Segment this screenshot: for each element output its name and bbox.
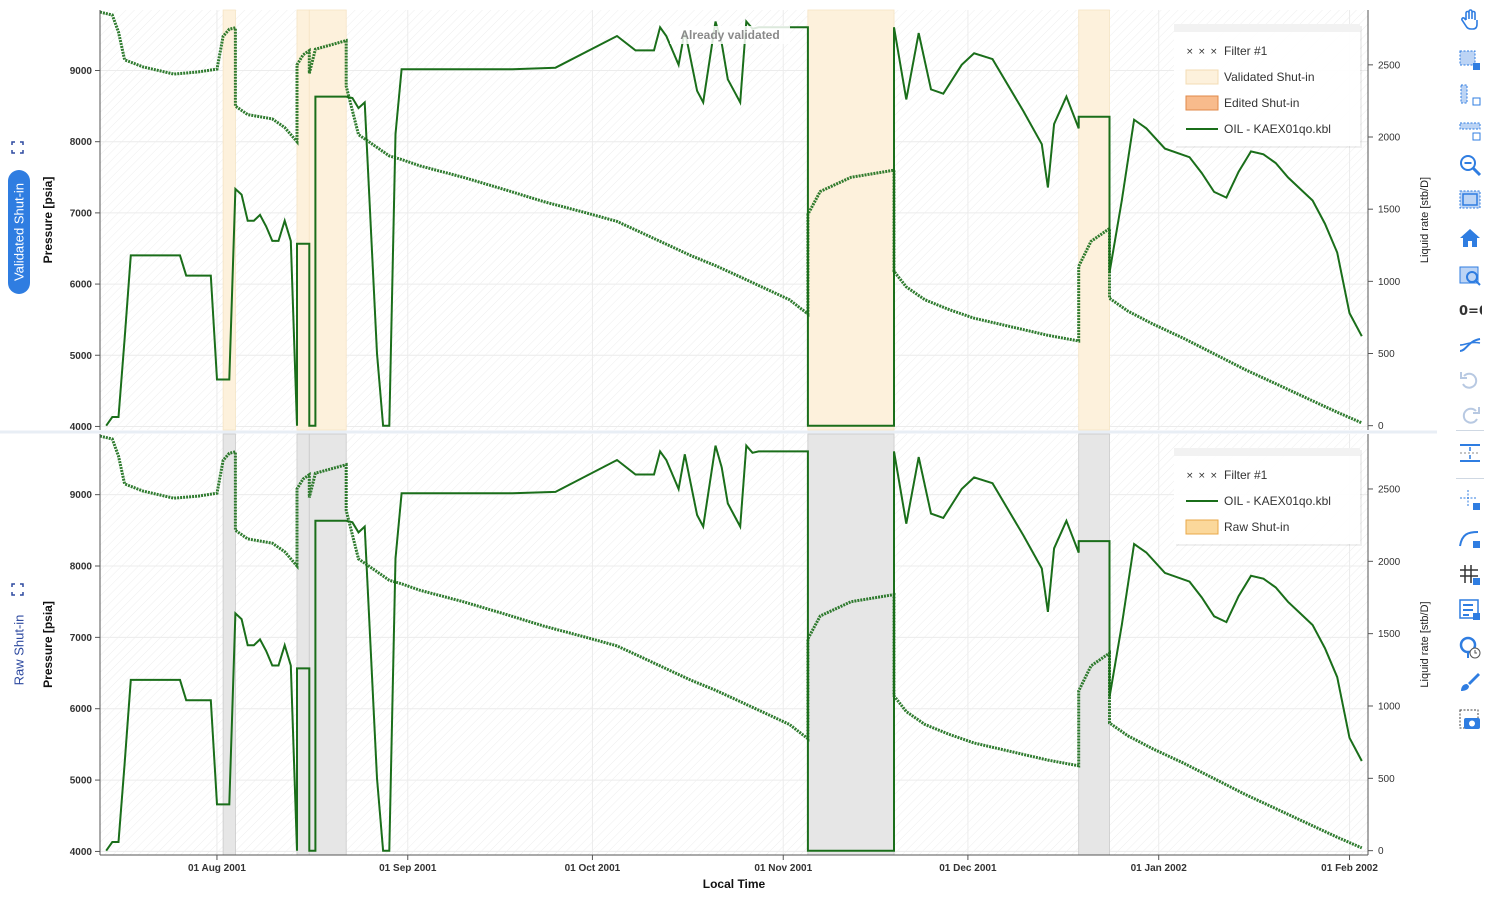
tab-validated-shut-in[interactable]: Validated Shut-in [8, 170, 30, 294]
legend-label: OIL - KAEX01qo.kbl [1224, 122, 1331, 136]
undo-icon[interactable] [1458, 368, 1482, 392]
y-tick-label: 6000 [70, 704, 93, 715]
home-icon[interactable] [1458, 226, 1482, 250]
y2-tick-label: 1500 [1378, 629, 1401, 640]
legend-patch-marker [1185, 519, 1219, 535]
link-axes-icon[interactable]: 0=0 [1458, 298, 1487, 322]
tab-validated-shut-in-label: Validated Shut-in [11, 182, 27, 282]
tab-raw-shut-in[interactable]: Raw Shut-in [8, 600, 30, 700]
x-tick-label: 01 Nov 2001 [754, 863, 812, 874]
y-tick-label: 5000 [70, 776, 93, 787]
legend-label: Filter #1 [1224, 44, 1268, 58]
y-tick-label: 4000 [70, 422, 93, 433]
camera-icon[interactable] [1458, 708, 1482, 732]
shut-in-region[interactable] [1078, 9, 1110, 431]
y2-tick-label: 1000 [1378, 277, 1401, 288]
x-tick-label: 01 Oct 2001 [565, 863, 621, 874]
y2-tick-label: 2000 [1378, 557, 1401, 568]
legend-cross-marker: × [1198, 47, 1206, 57]
curve-edit-icon[interactable] [1458, 526, 1482, 550]
y2-tick-label: 500 [1378, 349, 1395, 360]
y2-tick-label: 1000 [1378, 701, 1401, 712]
zoom-icon[interactable] [1458, 153, 1482, 177]
legend-cross-marker: × [1186, 47, 1194, 57]
time-marker-icon[interactable] [1458, 636, 1482, 660]
validated-shut-in-panel: 4000 5000 6000 7000 8000 9000 0 500 1000 1500 2000… [41, 9, 1431, 433]
x-tick-label: 01 Dec 2001 [939, 863, 997, 874]
y-tick-label: 6000 [70, 280, 93, 291]
shut-in-region[interactable] [296, 9, 310, 431]
x-axis-label: Local Time [703, 877, 766, 891]
y2-tick-label: 500 [1378, 774, 1395, 785]
y2-axis-label: Liquid rate [stb/D] [1419, 177, 1431, 263]
legend-label: OIL - KAEX01qo.kbl [1224, 494, 1331, 508]
legend-header [1174, 24, 1360, 32]
legend-label: Raw Shut-in [1224, 520, 1289, 534]
x-tick-label: 01 Sep 2001 [379, 863, 437, 874]
raw-shut-in-panel: 4000 5000 6000 7000 8000 9000 0 500 1000 1500 2000… [41, 433, 1431, 858]
tab-raw-shut-in-label: Raw Shut-in [11, 614, 27, 686]
y2-tick-label: 0 [1378, 846, 1384, 857]
y2-tick-label: 1500 [1378, 205, 1401, 216]
x-tick-label: 01 Aug 2001 [188, 863, 246, 874]
legend-patch-marker [1185, 95, 1219, 111]
trend-icon[interactable] [1458, 333, 1482, 357]
y-tick-label: 9000 [70, 66, 93, 77]
y-tick-label: 5000 [70, 351, 93, 362]
svg-text:0=0: 0=0 [1459, 304, 1482, 319]
y-tick-label: 4000 [70, 847, 93, 858]
expand-icon[interactable] [11, 583, 24, 596]
legend-patch-marker [1185, 69, 1219, 85]
y-tick-label: 8000 [70, 562, 93, 573]
crosshair-icon[interactable] [1458, 488, 1482, 512]
legend-label: Edited Shut-in [1224, 96, 1299, 110]
zoom-fit-icon[interactable] [1458, 263, 1482, 287]
legend-label: Filter #1 [1224, 468, 1268, 482]
pan-icon[interactable] [1458, 8, 1482, 32]
expand-icon[interactable] [11, 141, 24, 154]
y-tick-label: 7000 [70, 208, 93, 219]
grid-icon[interactable] [1458, 563, 1482, 587]
box-zoom-icon[interactable] [1458, 188, 1482, 212]
x-tick-label: 01 Feb 2002 [1321, 863, 1378, 874]
y2-axis-label: Liquid rate [stb/D] [1419, 601, 1431, 687]
y-axis-label: Pressure [psia] [41, 601, 55, 688]
y-tick-label: 8000 [70, 137, 93, 148]
y2-tick-label: 2500 [1378, 60, 1401, 71]
shut-in-region[interactable] [296, 433, 310, 856]
shut-in-region[interactable] [222, 9, 236, 431]
redo-icon[interactable] [1458, 403, 1482, 427]
shut-in-region[interactable] [807, 9, 895, 431]
legend-cross-marker: × [1210, 47, 1218, 57]
y2-tick-label: 0 [1378, 421, 1384, 432]
legend-cross-marker: × [1210, 471, 1218, 481]
legend-cross-marker: × [1198, 471, 1206, 481]
legend-cross-marker: × [1186, 471, 1194, 481]
y2-tick-label: 2000 [1378, 133, 1401, 144]
annotation-label: Already validated [680, 28, 779, 42]
y-axis-label: Pressure [psia] [41, 177, 55, 264]
y2-tick-label: 2500 [1378, 484, 1401, 495]
shut-in-region[interactable] [1078, 433, 1110, 856]
shut-in-region[interactable] [807, 433, 895, 856]
legend-label: Validated Shut-in [1224, 70, 1315, 84]
toolbar-separator [1456, 430, 1484, 431]
annotation-background [670, 26, 790, 44]
oil-rate-line[interactable] [105, 18, 1363, 427]
filter-pressure-line[interactable] [99, 10, 1363, 425]
y-tick-label: 9000 [70, 490, 93, 501]
oil-rate-line[interactable] [105, 443, 1363, 852]
y-tick-label: 7000 [70, 633, 93, 644]
brush-icon[interactable] [1458, 671, 1482, 695]
legend[interactable] [1174, 24, 1360, 146]
range-icon[interactable] [1458, 441, 1482, 465]
legend-header [1174, 448, 1360, 456]
y-select-icon[interactable] [1458, 118, 1482, 142]
toolbar-separator [1456, 478, 1484, 479]
x-select-icon[interactable] [1458, 83, 1482, 107]
x-tick-label: 01 Jan 2002 [1131, 863, 1188, 874]
box-select-icon[interactable] [1458, 48, 1482, 72]
legend-icon[interactable] [1458, 598, 1482, 622]
